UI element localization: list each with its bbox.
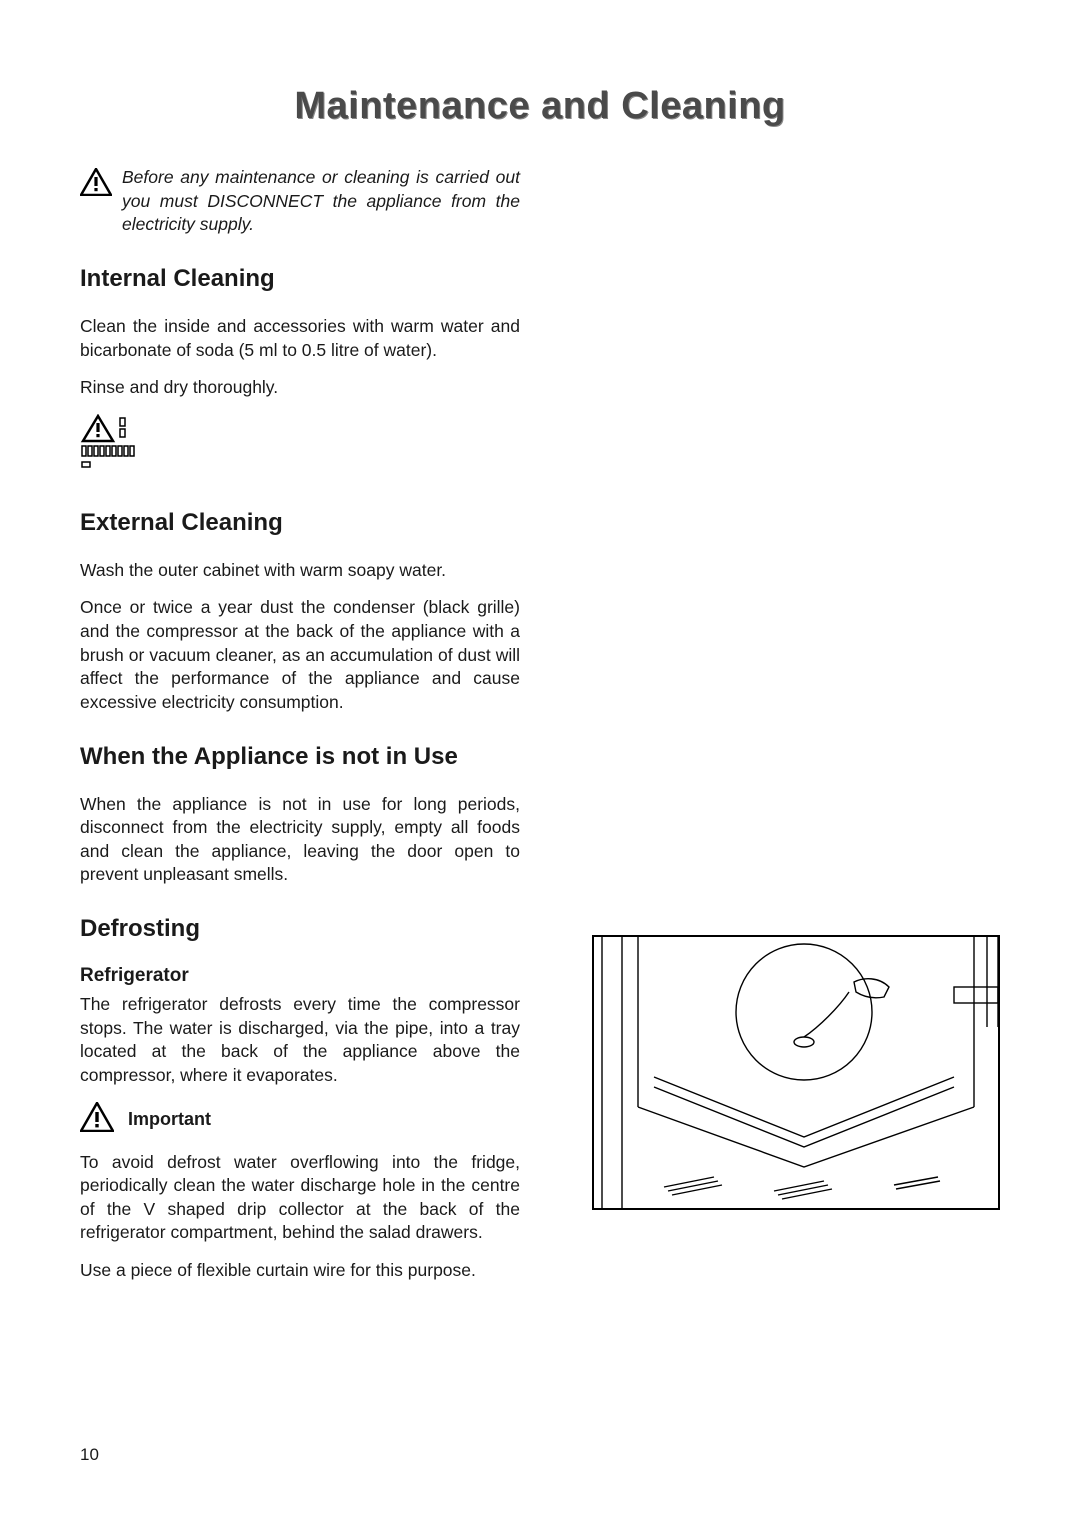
not-in-use-p1: When the appliance is not in use for lon… <box>80 793 520 888</box>
defrost-diagram <box>592 935 1000 1210</box>
warning-triangle-icon <box>80 1102 114 1137</box>
external-cleaning-p2: Once or twice a year dust the condenser … <box>80 596 520 714</box>
important-row: Important <box>80 1102 520 1137</box>
external-cleaning-p1: Wash the outer cabinet with warm soapy w… <box>80 559 520 583</box>
brush-warning-icon-group <box>80 414 520 489</box>
page-number: 10 <box>80 1445 99 1465</box>
defrost-p1: The refrigerator defrosts every time the… <box>80 993 520 1088</box>
subheading-refrigerator: Refrigerator <box>80 965 520 987</box>
important-label: Important <box>128 1109 211 1130</box>
page-title: Maintenance and Cleaning <box>80 85 1000 128</box>
defrost-p2: To avoid defrost water overflowing into … <box>80 1151 520 1246</box>
top-warning: Before any maintenance or cleaning is ca… <box>80 166 520 237</box>
heading-defrosting: Defrosting <box>80 915 520 943</box>
document-page: Maintenance and Cleaning Before any main… <box>0 0 1080 1525</box>
defrost-p3: Use a piece of flexible curtain wire for… <box>80 1259 520 1283</box>
internal-cleaning-p1: Clean the inside and accessories with wa… <box>80 315 520 362</box>
internal-cleaning-p2: Rinse and dry thoroughly. <box>80 376 520 400</box>
warning-triangle-icon <box>80 168 112 201</box>
top-warning-text: Before any maintenance or cleaning is ca… <box>122 166 520 237</box>
heading-not-in-use: When the Appliance is not in Use <box>80 743 520 771</box>
heading-external-cleaning: External Cleaning <box>80 509 520 537</box>
left-column: Before any maintenance or cleaning is ca… <box>80 166 520 1283</box>
heading-internal-cleaning: Internal Cleaning <box>80 265 520 293</box>
